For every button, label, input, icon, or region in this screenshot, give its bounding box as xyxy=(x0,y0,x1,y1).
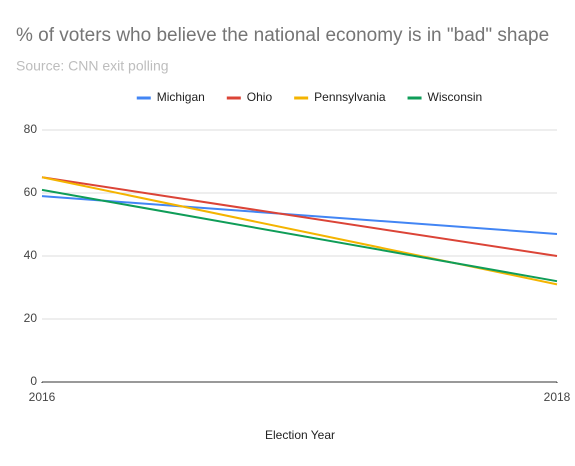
legend-label: Pennsylvania xyxy=(314,90,386,104)
x-tick-label: 2016 xyxy=(29,390,56,404)
y-tick-label: 60 xyxy=(24,185,38,199)
chart-subtitle: Source: CNN exit polling xyxy=(16,58,169,74)
y-tick-label: 80 xyxy=(24,122,38,136)
x-tick-label: 2018 xyxy=(544,390,571,404)
y-tick-label: 20 xyxy=(24,311,38,325)
y-tick-label: 40 xyxy=(24,248,38,262)
x-axis-label: Election Year xyxy=(265,428,335,442)
chart-title: % of voters who believe the national eco… xyxy=(16,25,549,46)
legend-label: Wisconsin xyxy=(428,90,483,104)
series-line xyxy=(41,176,558,257)
series-line xyxy=(41,195,558,235)
legend-label: Michigan xyxy=(157,90,205,104)
legend-label: Ohio xyxy=(247,90,273,104)
y-tick-label: 0 xyxy=(30,374,37,388)
series-line xyxy=(41,188,558,283)
